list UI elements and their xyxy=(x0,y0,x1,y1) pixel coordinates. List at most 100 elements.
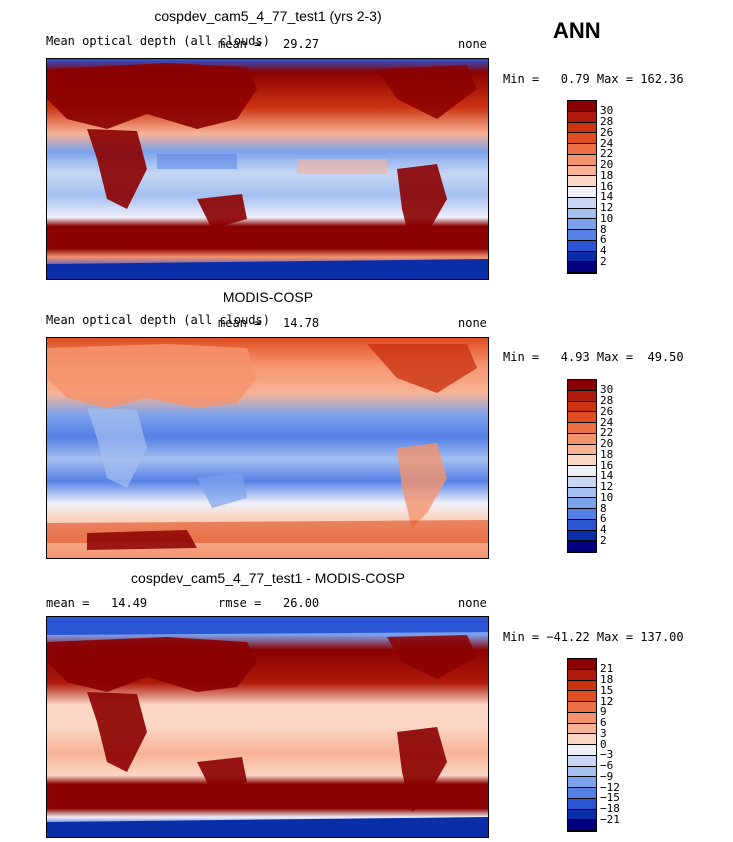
colorbar-swatch xyxy=(568,111,596,123)
colorbar-tick-label: 28 xyxy=(600,394,614,407)
colorbar-swatch xyxy=(568,669,596,681)
colorbar-tick-label: 26 xyxy=(600,125,614,139)
colorbar-swatch xyxy=(568,766,596,778)
panel3-title: cospdev_cam5_4_77_test1 - MODIS-COSP xyxy=(131,570,405,586)
colorbar-tick-label: 12 xyxy=(600,694,614,708)
colorbar-swatch xyxy=(568,380,596,391)
panel2-minmax: Min = 4.93 Max = 49.50 xyxy=(503,350,684,364)
colorbar-tick-label: 20 xyxy=(600,158,614,171)
colorbar-tick-label: 26 xyxy=(600,404,614,418)
colorbar-swatch xyxy=(568,133,596,144)
colorbar-tick-label: 4 xyxy=(600,244,607,257)
colorbar-swatch xyxy=(568,519,596,531)
colorbar-swatch xyxy=(568,197,596,209)
colorbar-swatch xyxy=(568,530,596,542)
colorbar-tick-label: 20 xyxy=(600,437,614,450)
colorbar-swatch xyxy=(568,240,596,252)
colorbar-tick-label: 2 xyxy=(600,254,607,268)
panel3-colorbar xyxy=(567,658,597,832)
colorbar-tick-label: 8 xyxy=(600,222,607,236)
colorbar-swatch xyxy=(568,702,596,713)
colorbar-swatch xyxy=(568,712,596,724)
panel1-title: cospdev_cam5_4_77_test1 (yrs 2-3) xyxy=(154,8,382,24)
colorbar-swatch xyxy=(568,798,596,810)
colorbar-tick-label: −12 xyxy=(600,780,620,794)
colorbar-swatch xyxy=(568,820,596,831)
colorbar-swatch xyxy=(568,230,596,241)
colorbar-swatch xyxy=(568,122,596,134)
colorbar-swatch xyxy=(568,412,596,423)
colorbar-tick-label: 24 xyxy=(600,415,614,429)
panel1-mean-label: mean = 29.27 xyxy=(218,37,320,51)
colorbar-tick-label: 21 xyxy=(600,662,614,676)
colorbar-swatch xyxy=(568,788,596,799)
colorbar-tick-label: 30 xyxy=(600,383,614,397)
colorbar-tick-label: 30 xyxy=(600,104,614,118)
colorbar-tick-label: −21 xyxy=(600,812,620,826)
panel1-variable-label: Mean optical depth (all clouds) xyxy=(46,34,270,48)
colorbar-swatch xyxy=(568,541,596,552)
colorbar-swatch xyxy=(568,176,596,187)
colorbar-swatch xyxy=(568,734,596,745)
colorbar-swatch xyxy=(568,659,596,670)
colorbar-tick-label: 12 xyxy=(600,201,614,214)
colorbar-tick-label: −6 xyxy=(600,759,614,772)
colorbar-swatch xyxy=(568,466,596,477)
colorbar-swatch xyxy=(568,154,596,166)
colorbar-tick-label: 22 xyxy=(600,426,614,440)
panel3-rmse-label: rmse = 26.00 xyxy=(218,596,320,610)
colorbar-swatch xyxy=(568,208,596,220)
colorbar-tick-label: 22 xyxy=(600,147,614,161)
colorbar-tick-label: 10 xyxy=(600,211,614,225)
colorbar-swatch xyxy=(568,691,596,702)
colorbar-tick-label: 24 xyxy=(600,136,614,150)
panel2-title: MODIS-COSP xyxy=(222,289,314,305)
colorbar-swatch xyxy=(568,723,596,735)
colorbar-swatch xyxy=(568,144,596,155)
colorbar-swatch xyxy=(568,433,596,445)
panel2-variable-label: Mean optical depth (all clouds) xyxy=(46,313,270,327)
colorbar-swatch xyxy=(568,745,596,756)
colorbar-tick-label: 2 xyxy=(600,533,607,547)
panel2-units-label: none xyxy=(458,316,487,330)
colorbar-tick-label: −3 xyxy=(600,748,614,762)
panel1-units-label: none xyxy=(458,37,487,51)
colorbar-swatch xyxy=(568,455,596,466)
colorbar-tick-label: 16 xyxy=(600,458,614,472)
colorbar-tick-label: 14 xyxy=(600,469,614,483)
colorbar-tick-label: 3 xyxy=(600,726,607,740)
colorbar-tick-label: −18 xyxy=(600,802,620,815)
colorbar-swatch xyxy=(568,777,596,788)
colorbar-swatch xyxy=(568,755,596,767)
colorbar-tick-label: 4 xyxy=(600,523,607,536)
colorbar-swatch xyxy=(568,219,596,230)
colorbar-tick-label: 18 xyxy=(600,168,614,182)
colorbar-swatch xyxy=(568,476,596,488)
colorbar-swatch xyxy=(568,401,596,413)
colorbar-tick-label: 0 xyxy=(600,737,607,751)
colorbar-tick-label: 18 xyxy=(600,673,614,686)
panel3-map xyxy=(46,616,489,838)
colorbar-tick-label: 16 xyxy=(600,179,614,193)
colorbar-swatch xyxy=(568,498,596,509)
colorbar-tick-label: 28 xyxy=(600,115,614,128)
panel2-colorbar xyxy=(567,379,597,553)
colorbar-swatch xyxy=(568,262,596,273)
colorbar-swatch xyxy=(568,187,596,198)
colorbar-tick-label: 6 xyxy=(600,233,607,247)
colorbar-swatch xyxy=(568,423,596,434)
colorbar-tick-label: 6 xyxy=(600,512,607,526)
colorbar-swatch xyxy=(568,487,596,499)
colorbar-tick-label: 6 xyxy=(600,716,607,729)
colorbar-swatch xyxy=(568,390,596,402)
colorbar-tick-label: 8 xyxy=(600,501,607,515)
season-label: ANN xyxy=(553,18,601,43)
panel2-mean-label: mean = 14.78 xyxy=(218,316,320,330)
colorbar-tick-label: 15 xyxy=(600,683,614,697)
colorbar-swatch xyxy=(568,809,596,821)
panel3-units-label: none xyxy=(458,596,487,610)
colorbar-tick-label: −9 xyxy=(600,769,614,783)
colorbar-swatch xyxy=(568,165,596,177)
colorbar-swatch xyxy=(568,101,596,112)
panel1-colorbar xyxy=(567,100,597,274)
